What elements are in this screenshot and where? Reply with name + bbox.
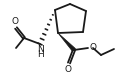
Text: O: O (65, 65, 72, 74)
Text: N: N (37, 45, 43, 54)
Text: O: O (89, 44, 96, 52)
Text: H: H (37, 50, 43, 59)
Text: O: O (12, 17, 19, 26)
Polygon shape (58, 33, 75, 51)
